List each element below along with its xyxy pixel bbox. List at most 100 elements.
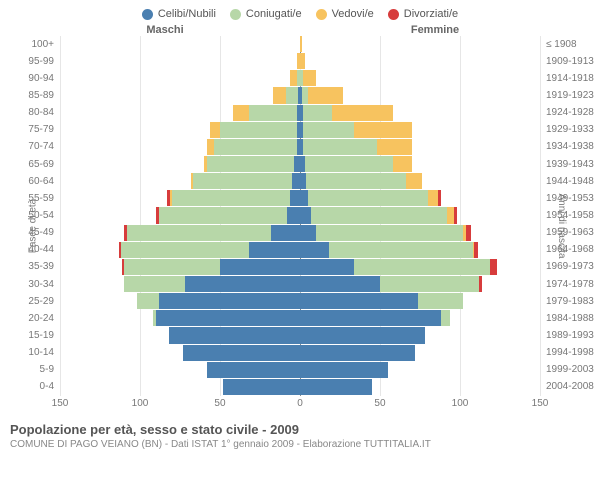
bar-male: [60, 190, 300, 206]
bar-segment: [428, 190, 438, 206]
bar-segment: [300, 293, 418, 309]
bar-segment: [490, 259, 496, 275]
bar-segment: [418, 293, 463, 309]
bar-segment: [300, 207, 311, 223]
x-tick-label: 100: [452, 398, 469, 409]
bar-segment: [137, 293, 159, 309]
x-tick-label: 150: [532, 398, 549, 409]
bar-segment: [220, 122, 297, 138]
pyramid-row: 35-391969-1973: [60, 259, 540, 275]
bar-male: [60, 293, 300, 309]
bar-male: [60, 259, 300, 275]
footer-subtitle: COMUNE DI PAGO VEIANO (BN) - Dati ISTAT …: [10, 439, 590, 450]
year-label: 1964-1968: [540, 244, 594, 255]
bar-segment: [159, 293, 300, 309]
bar-female: [300, 190, 540, 206]
bar-segment: [207, 362, 300, 378]
year-label: 1994-1998: [540, 347, 594, 358]
bar-segment: [380, 276, 479, 292]
bar-segment: [290, 190, 300, 206]
bar-male: [60, 362, 300, 378]
year-label: 1979-1983: [540, 296, 594, 307]
bar-segment: [183, 345, 300, 361]
bar-segment: [354, 122, 412, 138]
bar-segment: [303, 70, 316, 86]
bar-male: [60, 105, 300, 121]
pyramid-row: 60-641944-1948: [60, 173, 540, 189]
bar-segment: [214, 139, 297, 155]
year-label: 1944-1948: [540, 176, 594, 187]
bar-segment: [300, 276, 380, 292]
bar-female: [300, 345, 540, 361]
bar-segment: [172, 190, 290, 206]
age-label: 30-34: [28, 279, 60, 290]
legend-item: Vedovi/e: [316, 8, 374, 20]
bar-segment: [287, 207, 300, 223]
age-label: 45-49: [28, 227, 60, 238]
bar-female: [300, 293, 540, 309]
pyramid-row: 80-841924-1928: [60, 105, 540, 121]
bar-segment: [300, 225, 316, 241]
bar-female: [300, 105, 540, 121]
bar-segment: [193, 173, 292, 189]
bar-segment: [124, 259, 220, 275]
year-label: 1974-1978: [540, 279, 594, 290]
pyramid-row: 30-341974-1978: [60, 276, 540, 292]
age-label: 0-4: [40, 381, 60, 392]
bar-male: [60, 327, 300, 343]
bar-female: [300, 276, 540, 292]
bar-male: [60, 345, 300, 361]
legend-item: Celibi/Nubili: [142, 8, 216, 20]
age-label: 35-39: [28, 261, 60, 272]
bar-male: [60, 173, 300, 189]
year-label: 1959-1963: [540, 227, 594, 238]
year-label: 1984-1988: [540, 313, 594, 324]
pyramid-row: 85-891919-1923: [60, 87, 540, 103]
bar-segment: [377, 139, 412, 155]
bar-female: [300, 36, 540, 52]
bar-segment: [249, 242, 300, 258]
age-label: 75-79: [28, 124, 60, 135]
legend-label: Vedovi/e: [332, 8, 374, 20]
legend-label: Coniugati/e: [246, 8, 302, 20]
pyramid-row: 40-441964-1968: [60, 242, 540, 258]
bar-male: [60, 122, 300, 138]
pyramid-row: 50-541954-1958: [60, 207, 540, 223]
legend-swatch: [142, 9, 153, 20]
bar-segment: [169, 327, 300, 343]
year-label: 1934-1938: [540, 141, 594, 152]
bar-segment: [127, 225, 271, 241]
bar-male: [60, 225, 300, 241]
bar-segment: [220, 259, 300, 275]
bar-segment: [223, 379, 300, 395]
bar-segment: [286, 87, 299, 103]
legend-item: Divorziati/e: [388, 8, 458, 20]
legend-label: Divorziati/e: [404, 8, 458, 20]
legend-label: Celibi/Nubili: [158, 8, 216, 20]
bar-segment: [300, 190, 308, 206]
bar-male: [60, 139, 300, 155]
year-label: ≤ 1908: [540, 39, 577, 50]
pyramid-row: 100+≤ 1908: [60, 36, 540, 52]
year-label: 1909-1913: [540, 56, 594, 67]
age-label: 95-99: [28, 56, 60, 67]
pyramid-row: 65-691939-1943: [60, 156, 540, 172]
bar-male: [60, 379, 300, 395]
bar-segment: [300, 327, 425, 343]
age-label: 100+: [31, 39, 60, 50]
footer: Popolazione per età, sesso e stato civil…: [0, 416, 600, 450]
pyramid-row: 25-291979-1983: [60, 293, 540, 309]
pyramid-row: 55-591949-1953: [60, 190, 540, 206]
bar-male: [60, 276, 300, 292]
age-label: 15-19: [28, 330, 60, 341]
bar-segment: [300, 259, 354, 275]
bar-male: [60, 36, 300, 52]
bar-segment: [441, 310, 451, 326]
bar-male: [60, 242, 300, 258]
year-label: 1954-1958: [540, 210, 594, 221]
bar-female: [300, 53, 540, 69]
pyramid-row: 10-141994-1998: [60, 345, 540, 361]
bar-female: [300, 122, 540, 138]
year-label: 1924-1928: [540, 107, 594, 118]
bar-segment: [306, 173, 405, 189]
